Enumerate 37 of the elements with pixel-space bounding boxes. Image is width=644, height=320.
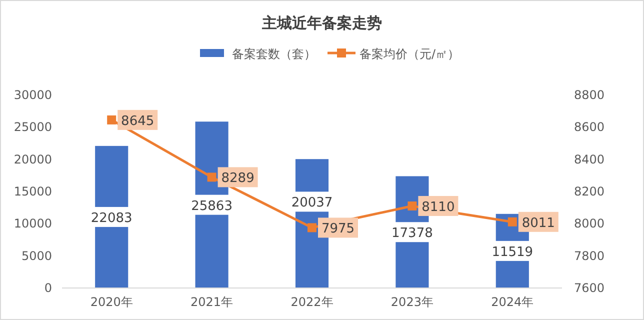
y2-tick-label: 8800 [574, 88, 605, 102]
y-tick-label: 15000 [14, 184, 52, 198]
x-tick-label: 2023年 [390, 295, 434, 309]
data-label: 8011 [522, 216, 555, 231]
data-label: 22083 [90, 210, 132, 226]
y-tick-label: 10000 [14, 216, 52, 231]
y-tick-label: 0 [44, 281, 52, 295]
y2-tick-label: 7800 [574, 248, 605, 263]
data-label: 20037 [291, 196, 333, 211]
data-label: 8645 [121, 114, 154, 129]
point [107, 115, 116, 124]
data-label: 11519 [492, 244, 534, 260]
y2-tick-label: 7600 [574, 281, 605, 295]
x-tick-label: 2020年 [90, 295, 133, 309]
chart-title: 主城近年备案走势 [261, 14, 382, 32]
point [408, 201, 417, 210]
data-label: 17378 [392, 226, 433, 242]
x-tick-label: 2024年 [491, 295, 534, 309]
legend-label: 备案套数（套） [232, 47, 316, 61]
point [508, 217, 517, 226]
data-label: 8110 [422, 200, 455, 215]
y2-tick-label: 8400 [574, 152, 605, 166]
y-tick-label: 30000 [14, 88, 52, 102]
y2-tick-label: 8200 [574, 184, 605, 198]
data-label: 25863 [191, 198, 232, 214]
data-label: 8289 [221, 171, 254, 186]
y-tick-label: 25000 [14, 120, 52, 134]
x-tick-label: 2022年 [290, 295, 334, 309]
x-tick-label: 2021年 [190, 295, 234, 309]
y-tick-label: 5000 [21, 248, 52, 263]
y2-tick-label: 8000 [574, 216, 605, 231]
point [308, 223, 316, 232]
data-label: 7975 [321, 222, 355, 237]
legend-label: 备案均价（元/㎡） [360, 47, 460, 61]
y-tick-label: 20000 [14, 152, 52, 166]
point [207, 172, 216, 182]
y2-tick-label: 8600 [574, 120, 605, 134]
